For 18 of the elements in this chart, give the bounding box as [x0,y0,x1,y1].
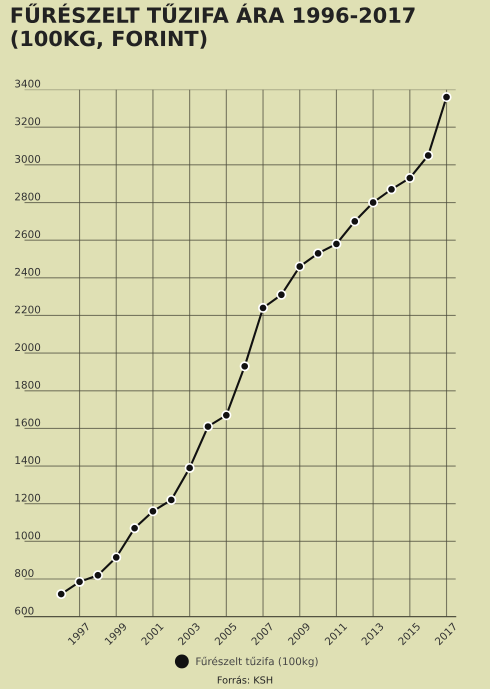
y-tick-label: 2200 [15,306,40,314]
y-tick-label: 1800 [15,380,40,389]
y-tick-label: 1400 [15,456,40,464]
chart-title: FŰRÉSZELT TŰZIFA ÁRA 1996-2017 (100KG, FORINT) [12,3,415,50]
legend-label: Fűrészelt tűzifa (100kg) [196,656,318,668]
y-tick-label: 2800 [15,192,40,200]
y-tick-label: 1200 [15,494,40,502]
y-tick-label: 2600 [15,230,40,238]
y-tick-label: 2000 [15,343,40,352]
y-tick-label: 3200 [15,117,40,126]
y-tick-label: 3400 [15,80,40,88]
y-tick-label: 800 [15,569,34,577]
y-tick-label: 1600 [15,418,40,426]
y-tick-label: 2400 [15,268,40,276]
y-tick-label: 3000 [15,154,40,163]
y-tick-label: 1000 [15,531,40,540]
y-tick-label: 600 [15,606,34,615]
text: Forrás: KSH [218,676,272,684]
